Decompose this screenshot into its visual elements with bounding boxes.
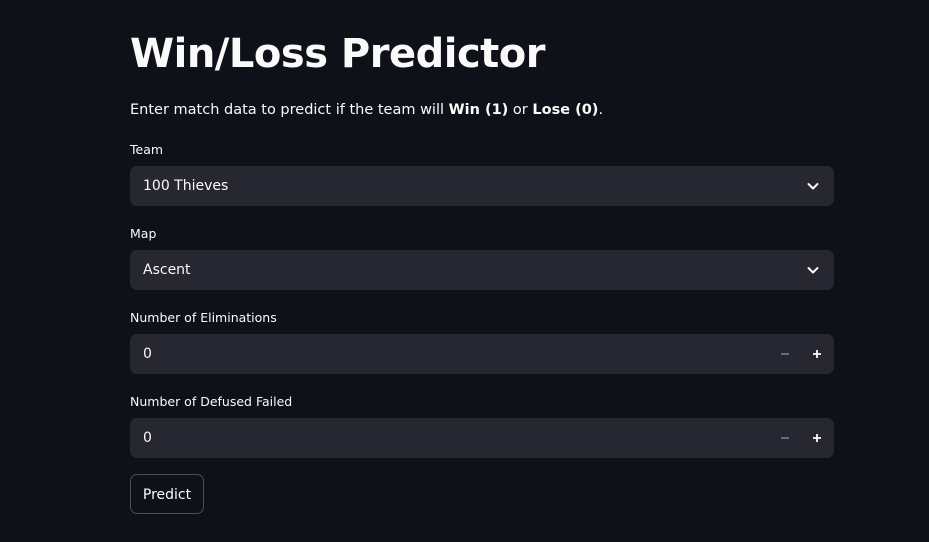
- defused-failed-value[interactable]: 0: [143, 430, 152, 446]
- defused-failed-number-input: 0: [130, 418, 834, 458]
- predict-button[interactable]: Predict: [130, 474, 204, 514]
- defused-failed-decrement-button[interactable]: [769, 418, 801, 458]
- team-label: Team: [130, 142, 164, 157]
- eliminations-number-input: 0: [130, 334, 834, 374]
- eliminations-label: Number of Eliminations: [130, 310, 277, 325]
- map-selected-value: Ascent: [143, 262, 191, 278]
- chevron-down-icon: [807, 267, 819, 274]
- plus-icon: [813, 434, 821, 442]
- eliminations-decrement-button[interactable]: [769, 334, 801, 374]
- intro-win-label: Win (1): [448, 102, 509, 118]
- intro-lose-label: Lose (0): [532, 102, 599, 118]
- team-selected-value: 100 Thieves: [143, 178, 229, 194]
- eliminations-value[interactable]: 0: [143, 346, 152, 362]
- intro-text: Enter match data to predict if the team …: [130, 99, 603, 121]
- intro-suffix: .: [598, 102, 604, 118]
- chevron-down-icon: [807, 183, 819, 190]
- map-select[interactable]: Ascent: [130, 250, 834, 290]
- intro-prefix: Enter match data to predict if the team …: [130, 102, 449, 118]
- intro-middle: or: [508, 102, 533, 118]
- map-label: Map: [130, 226, 157, 241]
- minus-icon: [781, 353, 789, 355]
- team-select[interactable]: 100 Thieves: [130, 166, 834, 206]
- defused-failed-label: Number of Defused Failed: [130, 394, 293, 409]
- plus-icon: [813, 350, 821, 358]
- defused-failed-increment-button[interactable]: [801, 418, 833, 458]
- minus-icon: [781, 437, 789, 439]
- eliminations-increment-button[interactable]: [801, 334, 833, 374]
- page-title: Win/Loss Predictor: [130, 31, 545, 77]
